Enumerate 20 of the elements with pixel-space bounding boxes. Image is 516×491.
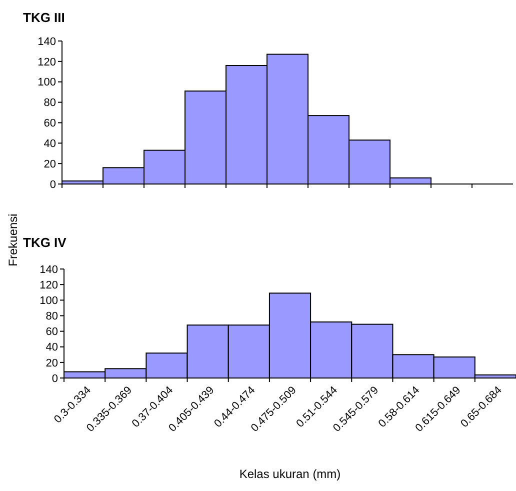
y-tick-label: 40 [46, 342, 58, 354]
y-tick-label: 80 [44, 97, 56, 110]
y-tick-label: 140 [38, 36, 56, 48]
y-axis-title: Frekuensi [6, 214, 20, 266]
y-tick-label: 0 [52, 372, 58, 385]
y-tick-label: 100 [40, 294, 58, 307]
y-tick-label: 60 [46, 326, 58, 338]
y-tick-label: 120 [38, 56, 56, 68]
y-tick-label: 20 [44, 158, 56, 170]
y-tick-label: 0 [50, 178, 56, 191]
y-tick-label: 120 [40, 279, 58, 292]
y-tick-label: 100 [38, 76, 56, 89]
y-tick-label: 80 [46, 310, 58, 323]
chart-title: TKG IV [23, 235, 67, 250]
y-tick-label: 60 [44, 118, 56, 130]
y-tick-label: 40 [44, 138, 56, 150]
x-axis-title: Kelas ukuran (mm) [239, 467, 341, 481]
y-tick-label: 20 [46, 357, 58, 370]
y-tick-label: 140 [40, 264, 58, 276]
chart-title: TKG III [23, 10, 65, 25]
